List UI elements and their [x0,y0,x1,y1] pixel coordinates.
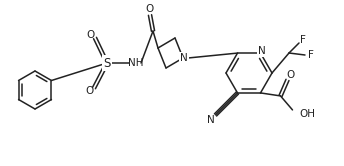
Text: NH: NH [128,58,144,68]
Text: O: O [286,70,294,80]
Text: N: N [180,53,188,63]
Text: OH: OH [300,109,315,119]
Text: O: O [86,30,94,40]
Text: O: O [85,86,93,96]
Text: F: F [300,35,306,45]
Text: N: N [258,46,265,56]
Text: O: O [145,4,153,14]
Text: F: F [308,50,314,60]
Text: N: N [207,115,214,125]
Text: S: S [103,56,111,70]
